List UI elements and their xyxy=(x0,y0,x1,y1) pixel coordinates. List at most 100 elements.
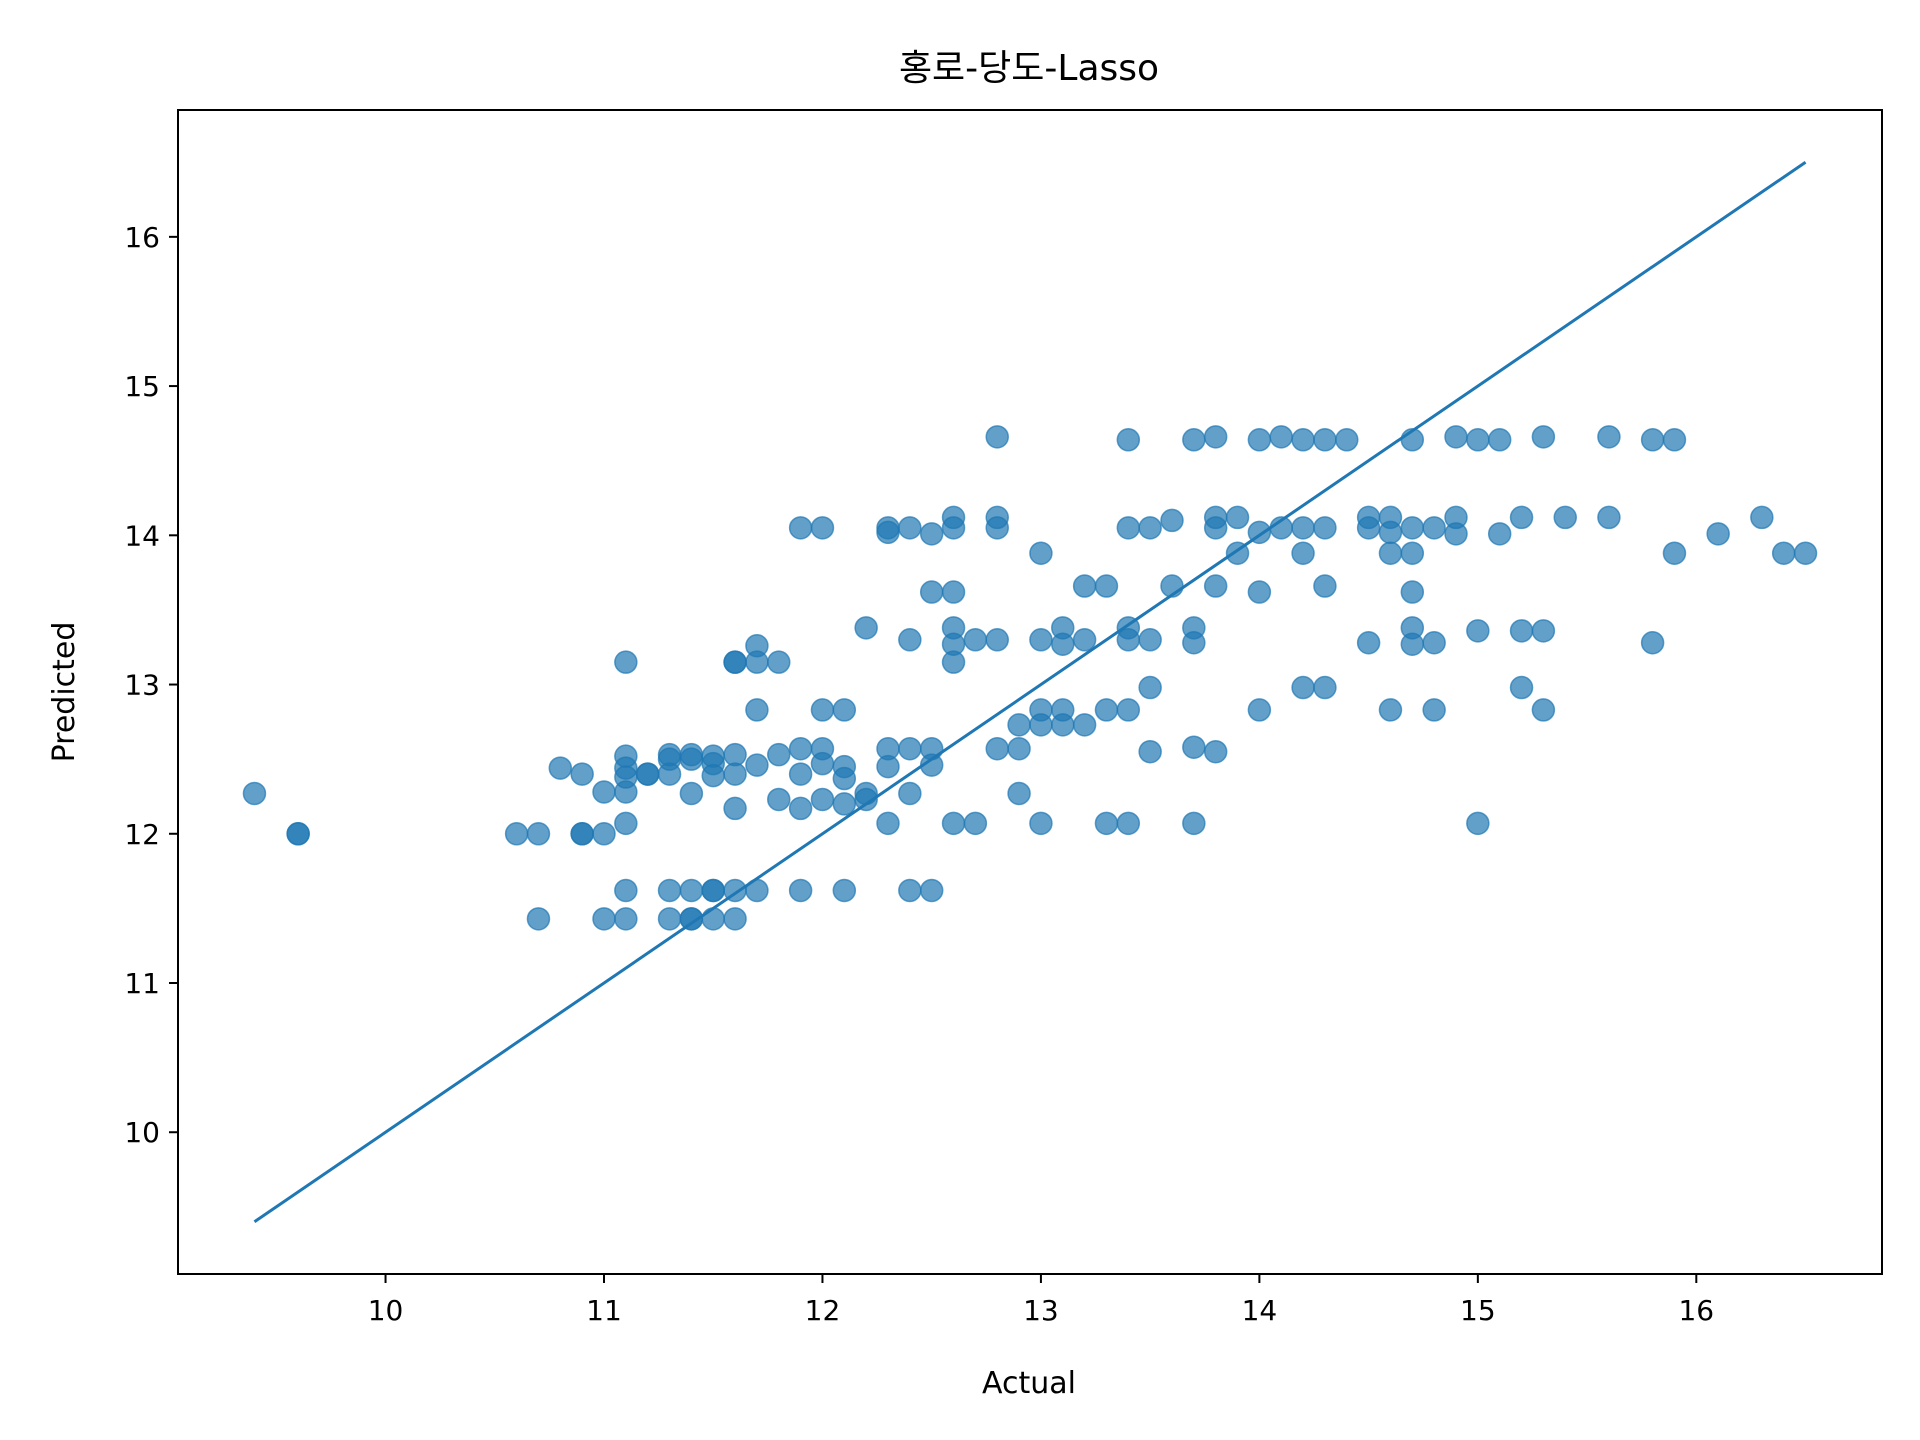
data-point xyxy=(1182,428,1206,452)
data-point xyxy=(1269,425,1293,449)
data-point xyxy=(592,822,616,846)
data-point xyxy=(788,796,813,821)
data-point xyxy=(1466,619,1490,643)
data-point xyxy=(919,753,944,777)
data-point xyxy=(701,878,725,903)
data-point xyxy=(745,698,769,722)
data-point xyxy=(1116,428,1141,452)
data-point xyxy=(1007,736,1031,761)
data-point xyxy=(898,878,922,903)
data-point xyxy=(832,766,857,791)
data-point xyxy=(1356,516,1381,540)
data-point xyxy=(1203,574,1228,598)
data-point xyxy=(941,516,966,540)
data-point xyxy=(657,762,682,786)
data-point xyxy=(745,753,769,777)
data-point xyxy=(657,878,682,903)
data-point xyxy=(1116,698,1141,722)
data-point xyxy=(1203,739,1228,764)
data-point xyxy=(1029,713,1053,737)
x-axis-label: Actual xyxy=(982,1366,1076,1401)
data-point xyxy=(1793,541,1818,565)
data-point xyxy=(1640,428,1665,452)
data-point xyxy=(1531,619,1556,643)
data-point xyxy=(1662,541,1687,565)
data-point xyxy=(723,796,747,821)
data-point xyxy=(1291,428,1315,452)
data-point xyxy=(723,907,747,931)
data-point xyxy=(679,907,704,931)
data-point xyxy=(1509,675,1534,700)
y-tick-label: 11 xyxy=(124,967,160,1000)
x-tick-label: 12 xyxy=(805,1294,841,1327)
data-point xyxy=(767,787,791,812)
data-point xyxy=(876,754,900,779)
data-point xyxy=(1007,713,1031,737)
data-point xyxy=(985,516,1009,540)
data-point xyxy=(963,811,988,836)
data-point xyxy=(1400,580,1425,604)
data-point xyxy=(1072,713,1097,737)
data-point xyxy=(1706,522,1730,546)
data-point xyxy=(548,756,573,780)
data-point xyxy=(592,907,616,931)
data-point xyxy=(1313,675,1337,700)
data-point xyxy=(635,762,660,786)
data-point xyxy=(1007,781,1031,806)
data-point xyxy=(941,580,966,604)
data-point xyxy=(810,787,835,812)
data-point xyxy=(1203,516,1228,540)
x-tick-label: 11 xyxy=(586,1294,622,1327)
data-point xyxy=(745,650,769,674)
data-point xyxy=(614,878,638,903)
x-tick-label: 14 xyxy=(1242,1294,1278,1327)
data-point xyxy=(679,781,704,806)
data-point xyxy=(1291,541,1315,565)
data-point xyxy=(985,736,1009,761)
chart-title: 홍로-당도-Lasso xyxy=(899,48,1159,89)
data-point xyxy=(832,878,857,903)
data-point xyxy=(1291,675,1315,700)
data-point xyxy=(919,580,944,604)
data-point xyxy=(1029,541,1053,565)
x-tick-label: 13 xyxy=(1023,1294,1059,1327)
data-point xyxy=(1116,628,1141,652)
data-point xyxy=(788,736,813,761)
data-point xyxy=(1116,811,1141,836)
data-point xyxy=(1597,425,1621,449)
data-point xyxy=(810,698,835,722)
data-point xyxy=(1247,428,1272,452)
x-tick-label: 10 xyxy=(368,1294,404,1327)
data-point xyxy=(1182,811,1206,836)
data-point xyxy=(1466,811,1490,836)
data-point xyxy=(1400,632,1425,656)
data-point xyxy=(832,698,857,722)
data-point xyxy=(614,811,638,836)
data-point xyxy=(1444,522,1468,546)
data-point xyxy=(657,907,682,931)
data-point xyxy=(876,520,900,545)
data-point xyxy=(1378,698,1403,722)
data-point xyxy=(1640,631,1665,655)
data-point xyxy=(701,907,725,931)
data-point xyxy=(1313,428,1337,452)
data-point xyxy=(1553,505,1577,530)
data-point xyxy=(876,811,900,836)
data-point xyxy=(1487,428,1512,452)
data-point xyxy=(1313,574,1337,598)
data-point xyxy=(1466,428,1490,452)
data-point xyxy=(1531,425,1556,449)
data-point xyxy=(723,878,747,903)
data-point xyxy=(1531,698,1556,722)
data-point xyxy=(1138,516,1162,540)
data-point xyxy=(1247,520,1272,545)
data-point xyxy=(1422,631,1446,655)
data-point xyxy=(810,751,835,776)
y-axis: 10 11 12 13 14 15 16 xyxy=(124,221,178,1149)
data-point xyxy=(1400,516,1425,540)
y-tick-label: 16 xyxy=(124,221,160,254)
data-point xyxy=(1138,628,1162,652)
data-point xyxy=(919,522,944,546)
data-point xyxy=(504,822,529,846)
